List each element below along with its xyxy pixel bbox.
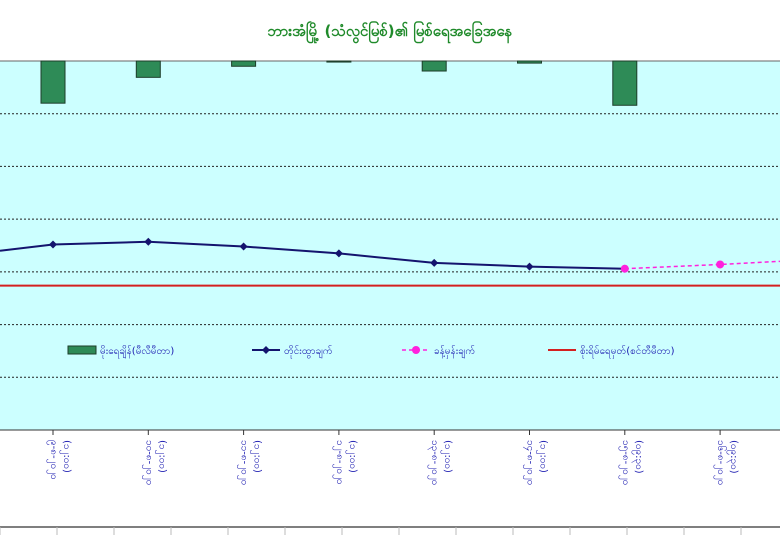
rainfall-bar: [40, 60, 66, 104]
x-tick-label-date: ၁၀-၈-၂၀၂၀: [141, 440, 154, 485]
observed-line: [0, 240, 625, 270]
x-tick-label-time: (၁၂:၀၀): [536, 440, 549, 473]
legend-bar-swatch: [67, 345, 97, 355]
x-tick-label-time: (၁၂:၀၀): [440, 440, 453, 473]
rainfall-bar: [231, 60, 257, 67]
x-tick-label-time: (၁၂:၀၀): [59, 440, 72, 473]
x-tick-label-date: ၁၃-၈-၂၀၂၀: [427, 440, 440, 485]
x-tick-label-date: ၁၂-၈-၂၀၂၀: [332, 440, 345, 485]
observed-marker: [430, 258, 439, 267]
observed-marker: [334, 249, 343, 258]
legend-label: စိုးရိမ်ရေမှတ်(စင်တီမီတာ): [580, 344, 675, 359]
legend-label: ခန့်မှန်းချက်: [434, 344, 475, 359]
x-tick-label-date: ၁၁-၈-၂၀၂၀: [237, 440, 250, 485]
forecast-marker: [716, 260, 725, 269]
x-tick-label-date: ၁၄-၈-၂၀၂၀: [523, 440, 536, 485]
legend-label: မိုးရေချိန်(မီလီမီတာ): [100, 344, 174, 359]
x-tick-label-date: ၉-၈-၂၀၂၀: [46, 440, 59, 480]
x-tick-label-date: ၁၅-၈-၂၀၂၀: [618, 440, 631, 485]
observed-marker: [144, 237, 153, 246]
rainfall-bar: [612, 60, 638, 106]
plot-area: [0, 61, 780, 430]
chart-title: ဘားအံမြို့ (သံလွင်မြစ်)၏ မြစ်ရေအခြေအနေ: [267, 22, 513, 40]
x-tick-label-date: ၁၆-၈-၂၀၂၀: [713, 440, 728, 485]
observed-marker: [525, 262, 534, 271]
observed-marker: [239, 242, 248, 251]
rainfall-bar: [421, 60, 447, 72]
x-tick-label-time: (၁၂:၀၀): [250, 440, 263, 473]
legend-label: တိုင်းထွာချက်: [284, 344, 333, 359]
rainfall-bar: [517, 60, 542, 64]
legend-observed-marker: [262, 346, 270, 354]
x-tick-label-time: (၁၂:၀၀): [345, 440, 358, 473]
title-area: [0, 0, 780, 61]
forecast-marker: [620, 264, 629, 273]
rainfall-bar: [135, 60, 161, 78]
forecast-line: [624, 260, 780, 270]
rainfall-bar: [326, 60, 352, 63]
observed-marker: [49, 240, 57, 249]
x-tick-label-time: (၀၉:၃၀): [631, 440, 644, 474]
x-tick-label-time: (၁၂:၀၀): [154, 440, 167, 473]
legend-forecast-marker: [412, 346, 420, 354]
x-tick-label-time: (၀၉:၃၀): [726, 440, 739, 474]
